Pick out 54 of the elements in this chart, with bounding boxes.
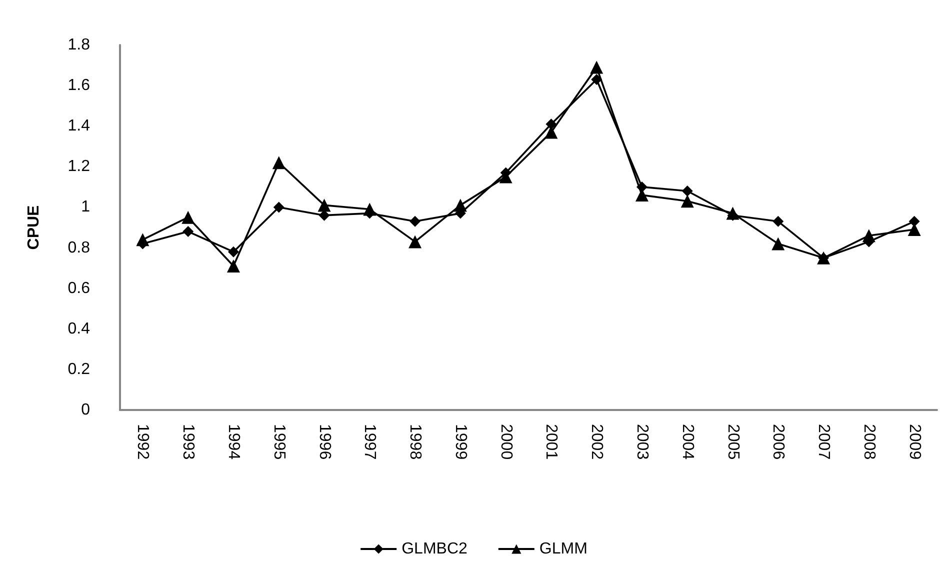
point (454, 198, 467, 212)
point (636, 181, 648, 192)
point (318, 198, 331, 212)
point (226, 260, 240, 273)
y-tick-label: 0.6 (68, 280, 90, 297)
y-tick-label: 0.8 (68, 239, 90, 256)
y-tick-label: 1.4 (68, 118, 90, 135)
point (408, 235, 422, 248)
y-tick-label: 0 (81, 402, 90, 418)
legend-label: GLMBC2 (402, 540, 468, 558)
x-tick-label: 1996 (316, 424, 333, 460)
point (682, 186, 693, 196)
point (273, 202, 284, 213)
point (680, 194, 694, 208)
x-tick-label: 2000 (497, 424, 514, 460)
legend-label: GLMM (539, 540, 588, 558)
x-tick-label: 1993 (180, 424, 197, 460)
x-tick-label: 2001 (542, 424, 560, 460)
y-tick-label: 1 (81, 198, 90, 216)
x-tick-label: 2007 (815, 424, 832, 460)
point (862, 229, 876, 242)
x-tick-label: 1994 (224, 424, 242, 460)
point (772, 216, 784, 227)
x-tick-label: 2004 (678, 424, 696, 460)
point (546, 118, 557, 130)
point (591, 74, 602, 85)
x-tick-label: 2008 (860, 424, 878, 460)
point (182, 210, 195, 224)
y-tick-label: 1.8 (68, 36, 90, 54)
y-tick-label: 1.2 (68, 158, 90, 176)
x-tick-label: 2009 (906, 424, 923, 460)
point (590, 60, 604, 74)
x-tick-label: 2002 (588, 424, 606, 460)
point (136, 233, 150, 246)
y-axis-title: CPUE (26, 204, 42, 250)
point (363, 202, 376, 216)
point (228, 246, 239, 258)
y-tick-label: 1.6 (68, 77, 90, 94)
point (410, 216, 421, 227)
y-tick-label: 0.2 (68, 360, 90, 378)
x-tick-label: 2005 (724, 424, 742, 460)
x-tick-label: 1998 (406, 424, 424, 460)
point (772, 237, 785, 250)
point (272, 156, 286, 170)
point (726, 206, 740, 220)
x-tick-label: 1995 (270, 424, 288, 460)
x-tick-label: 2003 (633, 424, 650, 460)
point (182, 226, 194, 238)
x-tick-label: 1997 (361, 424, 378, 460)
y-tick-label: 0.4 (68, 320, 90, 338)
x-tick-label: 1999 (452, 424, 469, 460)
x-tick-label: 1992 (134, 424, 152, 460)
point (908, 216, 920, 227)
x-tick-label: 2006 (770, 424, 787, 460)
